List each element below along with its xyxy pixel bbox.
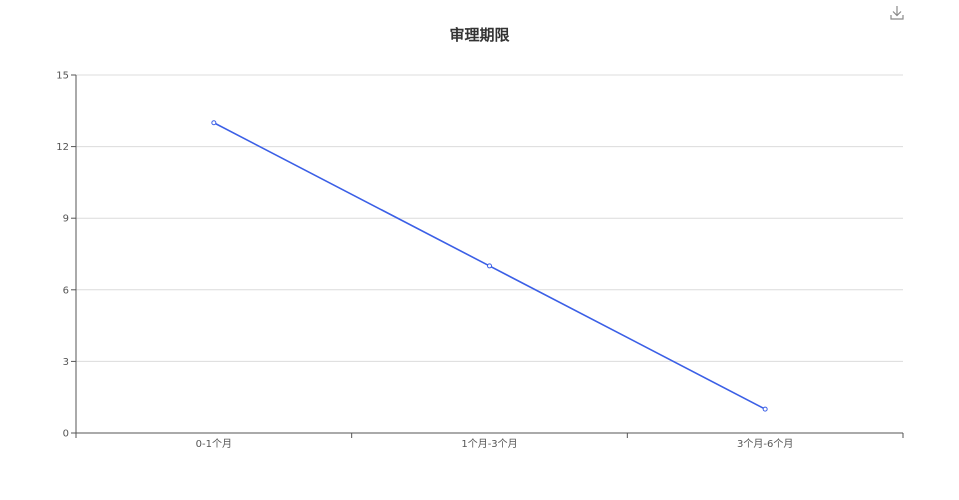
y-tick-label: 9	[63, 214, 69, 225]
y-tick-label: 12	[56, 142, 69, 153]
series-layer	[211, 120, 768, 412]
x-tick-label: 1个月-3个月	[461, 438, 517, 450]
data-point[interactable]	[762, 406, 768, 412]
x-tick-label: 3个月-6个月	[737, 438, 793, 450]
data-point[interactable]	[211, 120, 217, 126]
y-tick-label: 3	[63, 357, 69, 368]
y-tick-label: 15	[56, 71, 69, 82]
download-icon[interactable]	[888, 4, 906, 22]
y-tick-label: 0	[63, 429, 69, 440]
data-point[interactable]	[487, 263, 492, 269]
x-tick-label: 0-1个月	[196, 438, 232, 450]
axes: 0 3 6 9 12 15 0-1个月 1个月-3个月 3个月-6个月	[56, 71, 904, 450]
chart-title: 审理期限	[449, 26, 510, 44]
grid-lines	[76, 74, 903, 362]
y-tick-label: 6	[63, 285, 69, 296]
